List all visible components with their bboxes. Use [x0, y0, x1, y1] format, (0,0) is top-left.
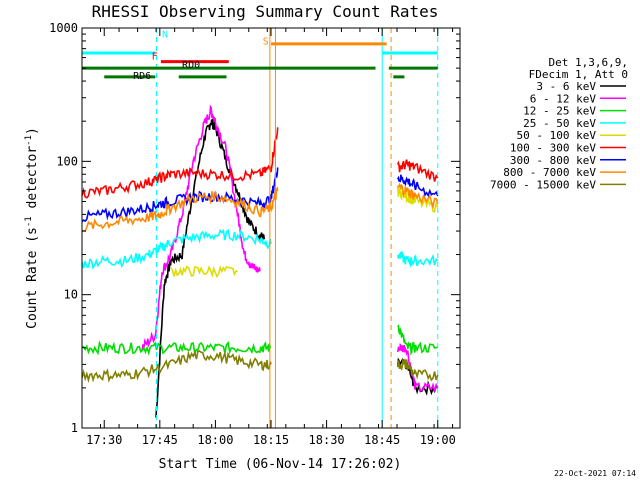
marker-labels: N F RD0 RD6 S [133, 29, 269, 82]
series-line-5-seg-0 [81, 127, 279, 199]
series-line-2-seg-1 [397, 324, 438, 356]
legend-label-4: 50 - 100 keV [517, 129, 597, 142]
date-stamp: 22-Oct-2021 07:14 [554, 469, 636, 478]
series-line-3-seg-0 [81, 228, 272, 270]
series-line-4-seg-1 [396, 185, 439, 213]
series-line-7-seg-0 [81, 186, 279, 232]
legend-header-1: Det 1,3,6,9, [549, 56, 628, 69]
legend-header-2: FDecim 1, Att 0 [529, 68, 628, 81]
series-line-1-seg-0 [141, 104, 261, 351]
legend-label-8: 7000 - 15000 keV [490, 178, 596, 191]
series-line-2-seg-0 [81, 340, 272, 356]
marker-label-rd0: RD0 [182, 60, 200, 71]
series-line-1-seg-1 [396, 342, 439, 392]
series-line-3-seg-1 [396, 250, 439, 268]
y-axis-label-end: ) [25, 127, 40, 135]
y-axis-label-sup1: -1 [24, 216, 34, 227]
legend-label-3: 25 - 50 keV [523, 117, 596, 130]
series-layer [81, 104, 439, 418]
marker-label-rd6: RD6 [133, 71, 151, 82]
x-tick-label-2: 18:00 [197, 433, 233, 447]
y-tick-label-3: 1000 [49, 21, 78, 35]
x-tick-label-6: 19:00 [420, 433, 456, 447]
plot-frame [81, 27, 461, 429]
series-line-7-seg-1 [397, 182, 439, 210]
legend: Det 1,3,6,9, FDecim 1, Att 0 3 - 6 keV6 … [490, 56, 628, 191]
x-tick-label-0: 17:30 [86, 433, 122, 447]
y-axis-label: Count Rate (s-1 detector-1) [24, 127, 40, 329]
marker-label-n: N [162, 29, 168, 40]
series-line-5-seg-1 [396, 159, 439, 182]
series-line-8-seg-1 [396, 358, 439, 382]
marker-label-s: S [263, 37, 269, 48]
series-line-6-seg-0 [81, 167, 279, 223]
y-axis-label-mid: detector [25, 146, 40, 217]
legend-label-6: 300 - 800 keV [510, 154, 596, 167]
legend-label-5: 100 - 300 keV [510, 142, 596, 155]
y-tick-label-1: 10 [64, 288, 78, 302]
x-tick-label-4: 18:30 [309, 433, 345, 447]
legend-label-7: 800 - 7000 keV [503, 166, 596, 179]
legend-label-1: 6 - 12 keV [530, 92, 597, 105]
flag-layer [82, 42, 438, 79]
legend-label-0: 3 - 6 keV [536, 80, 596, 93]
marker-label-f: F [152, 52, 158, 63]
axis-layer: 17:30 17:45 18:00 18:15 18:30 18:45 19:00 1 10 10… [49, 21, 460, 447]
y-tick-label-2: 100 [56, 154, 78, 168]
series-line-6-seg-1 [396, 174, 439, 198]
x-tick-label-5: 18:45 [364, 433, 400, 447]
y-tick-label-0: 1 [71, 421, 78, 435]
y-axis-label-main: Count Rate (s [25, 227, 40, 329]
y-axis-label-sup2: -1 [24, 135, 34, 146]
x-tick-label-3: 18:15 [253, 433, 289, 447]
x-axis-label: Start Time (06-Nov-14 17:26:02) [159, 457, 402, 472]
series-line-0-seg-0 [155, 118, 266, 418]
chart-title: RHESSI Observing Summary Count Rates [92, 2, 439, 21]
series-line-4-seg-0 [170, 264, 238, 279]
series-line-8-seg-0 [81, 350, 272, 384]
vline-layer [155, 28, 439, 428]
x-tick-label-1: 17:45 [142, 433, 178, 447]
legend-label-2: 12 - 25 keV [523, 105, 596, 118]
